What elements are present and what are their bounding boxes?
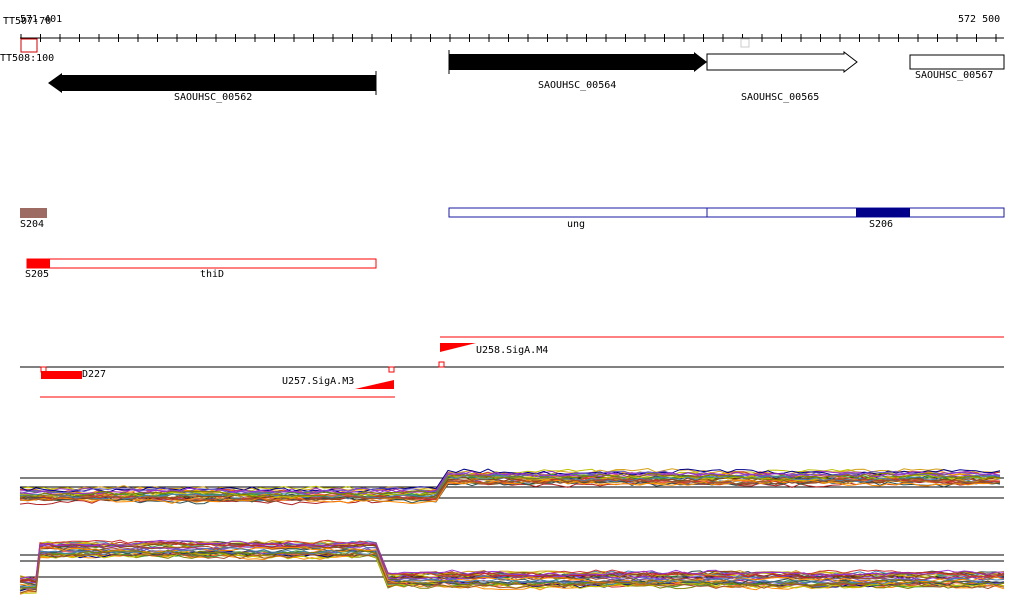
gene-arrow-saouhsc-00562[interactable] [48, 73, 376, 93]
gene-box-saouhsc-00567[interactable] [909, 54, 1005, 70]
expression-track-1 [19, 467, 1004, 506]
tt-marker-small[interactable] [740, 38, 750, 48]
tt-top-label: TT507:70 [3, 16, 52, 27]
feature-label-thid[interactable]: thiD [200, 269, 225, 280]
expression-profile-line [19, 476, 1000, 502]
feature-label-s205[interactable]: S205 [25, 269, 50, 280]
feature-label-ung[interactable]: ung [567, 219, 586, 230]
expression-profile-line [19, 472, 1001, 498]
feature-ung-box[interactable] [448, 207, 708, 218]
feature-label-s204[interactable]: S204 [20, 219, 45, 230]
u258-flag-icon[interactable] [440, 343, 476, 352]
feature-s206-box[interactable] [856, 208, 910, 217]
promoter-label-u258[interactable]: U258.SigA.M4 [476, 345, 549, 356]
gene-label-saouhsc-00562[interactable]: SAOUHSC_00562 [174, 92, 253, 103]
tt-bottom-label: TT508:100 [0, 53, 55, 64]
expression-profile-line [19, 548, 1005, 587]
gene-arrow-saouhsc-00564[interactable] [449, 52, 707, 72]
expression-profile-line [19, 544, 1005, 583]
promoter-label-d227[interactable]: D227 [82, 369, 107, 380]
expression-profile-line [19, 539, 1004, 581]
expression-profile-line [19, 551, 1005, 594]
feature-thid-box[interactable] [26, 258, 377, 269]
gene-label-saouhsc-00565[interactable]: SAOUHSC_00565 [741, 92, 820, 103]
u257-anchor [388, 366, 395, 373]
d227-box[interactable] [41, 371, 82, 379]
feature-s205-box[interactable] [27, 259, 50, 268]
promoter-label-u257[interactable]: U257.SigA.M3 [282, 376, 355, 387]
expression-profile-line [19, 539, 1005, 581]
gene-arrow-saouhsc-00565[interactable] [706, 50, 858, 74]
feature-s204-box[interactable] [20, 208, 47, 218]
tt-marker-box[interactable] [20, 38, 38, 53]
u258-anchor [438, 361, 445, 368]
feature-ung-box-2[interactable] [706, 207, 1005, 218]
ruler-start-label: 571 401 [20, 14, 63, 25]
gene-label-saouhsc-00564[interactable]: SAOUHSC_00564 [538, 80, 617, 91]
feature-label-s206[interactable]: S206 [869, 219, 894, 230]
ruler-end-label: 572 500 [958, 14, 1001, 25]
expression-track-2 [19, 539, 1005, 595]
u257-flag-icon[interactable] [355, 380, 394, 389]
gene-label-saouhsc-00567[interactable]: SAOUHSC_00567 [915, 70, 994, 81]
expression-profile-line [19, 477, 1001, 502]
expression-profile-line [19, 549, 1005, 589]
